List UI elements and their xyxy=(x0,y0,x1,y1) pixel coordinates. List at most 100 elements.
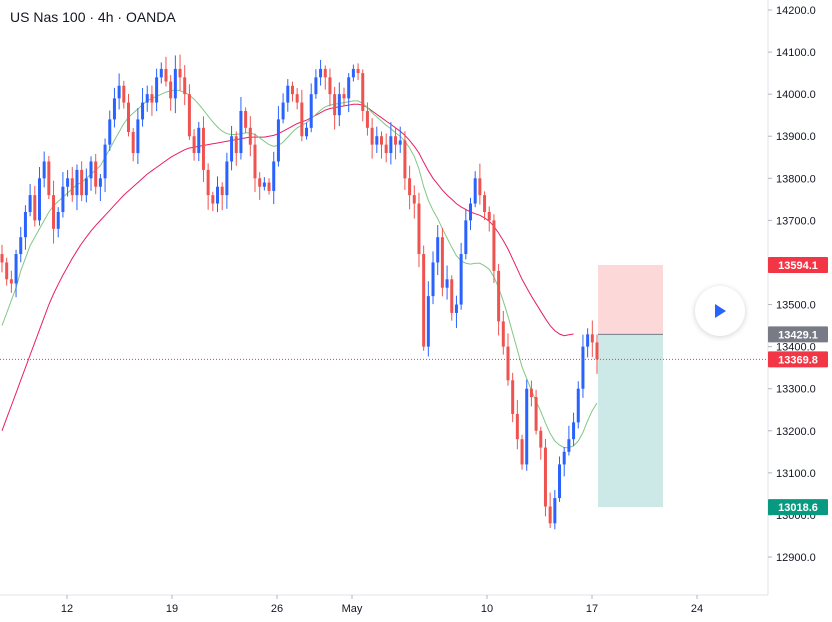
candle-body xyxy=(0,254,4,263)
candle-body xyxy=(450,279,454,313)
candle-body xyxy=(159,68,163,78)
x-tick-label: May xyxy=(342,603,363,615)
candle-body xyxy=(126,102,130,133)
candle-body xyxy=(375,136,379,145)
candle-body xyxy=(525,388,529,465)
candle-body xyxy=(290,85,294,95)
candle-body xyxy=(595,342,599,360)
candle-body xyxy=(5,262,9,280)
candle-body xyxy=(131,132,135,154)
y-tick-label: 13800.0 xyxy=(776,173,816,185)
play-icon xyxy=(715,304,726,318)
candle-body xyxy=(183,77,187,95)
candle-body xyxy=(19,237,23,255)
candle-body xyxy=(108,119,112,145)
candle-body xyxy=(314,77,318,95)
y-tick-label: 13200.0 xyxy=(776,426,816,438)
y-tick-label: 14200.0 xyxy=(776,5,816,17)
y-tick-label: 13100.0 xyxy=(776,468,816,480)
candle-body xyxy=(356,68,360,74)
candle-body xyxy=(80,169,84,196)
x-tick-label: 17 xyxy=(586,603,598,615)
y-tick-label: 13400.0 xyxy=(776,342,816,354)
candle-body xyxy=(365,110,369,128)
candle-body xyxy=(576,388,580,423)
candle-body xyxy=(136,119,140,154)
ma-fast-line xyxy=(1,89,598,449)
candle-body xyxy=(84,178,88,196)
candle-body xyxy=(394,136,398,145)
candle-body xyxy=(586,334,590,347)
candle-body xyxy=(403,140,407,179)
candle-body xyxy=(469,203,473,221)
candle-body xyxy=(56,211,60,229)
candle-body xyxy=(361,73,365,111)
current-price-label: 13369.8 xyxy=(778,354,818,366)
candle-body xyxy=(337,94,341,116)
price-labels: 13594.1 13429.1 13369.8 13018.6 xyxy=(768,256,828,516)
candle-body xyxy=(201,127,205,170)
entry-label-bg xyxy=(768,326,828,343)
x-tick-label: 10 xyxy=(481,603,493,615)
candle-body xyxy=(52,195,56,229)
candle-body xyxy=(169,81,173,99)
candle-body xyxy=(459,254,463,305)
candle-body xyxy=(370,127,374,145)
candle-body xyxy=(141,102,145,120)
candle-body xyxy=(487,211,491,221)
time-axis[interactable]: 12 19 26 May 10 17 24 xyxy=(0,594,768,615)
candle-body xyxy=(253,144,257,179)
candle-body xyxy=(440,237,444,288)
ma-slow-line xyxy=(1,103,574,431)
candle-body xyxy=(9,279,13,284)
candle-body xyxy=(323,68,327,78)
candle-body xyxy=(23,211,27,238)
candle-body xyxy=(122,85,126,103)
candle-body xyxy=(70,178,74,196)
y-tick-label: 13500.0 xyxy=(776,300,816,312)
candle-body xyxy=(534,397,538,431)
candle-body xyxy=(384,144,388,154)
candle-body xyxy=(567,439,571,452)
candle-body xyxy=(47,161,51,196)
candle-body xyxy=(145,94,149,103)
candle-body xyxy=(178,68,182,78)
candle-body xyxy=(572,422,576,440)
candle-body xyxy=(33,195,37,221)
take-profit-zone[interactable] xyxy=(598,334,663,508)
chart-title: US Nas 100 · 4h · OANDA xyxy=(10,9,176,25)
y-tick-label: 13900.0 xyxy=(776,131,816,143)
x-tick-label: 24 xyxy=(691,603,703,615)
candle-body xyxy=(454,304,458,313)
stop-loss-label-bg xyxy=(768,256,828,273)
candle-body xyxy=(464,220,468,255)
stop-loss-zone[interactable] xyxy=(598,264,663,335)
candle-body xyxy=(155,77,159,103)
candle-body xyxy=(14,254,18,284)
candle-body xyxy=(244,110,248,128)
candle-body xyxy=(431,262,435,297)
y-tick-label: 14100.0 xyxy=(776,47,816,59)
play-button[interactable] xyxy=(695,286,745,336)
candle-body xyxy=(61,186,65,212)
candle-body xyxy=(211,195,215,204)
candle-body xyxy=(515,413,519,440)
candle-body xyxy=(398,140,402,145)
candle-body xyxy=(262,182,266,187)
candle-body xyxy=(117,85,121,99)
candle-body xyxy=(267,182,271,191)
candle-body xyxy=(581,346,585,389)
y-tick-label: 13300.0 xyxy=(776,384,816,396)
position-zones[interactable] xyxy=(598,264,663,508)
candle-body xyxy=(478,178,482,196)
candle-body xyxy=(281,102,285,120)
x-tick-label: 26 xyxy=(271,603,283,615)
candle-body xyxy=(89,161,93,179)
candle-body xyxy=(412,195,416,204)
candle-body xyxy=(305,127,309,137)
candle-body xyxy=(590,334,594,343)
candle-body xyxy=(379,136,383,145)
candle-body xyxy=(42,161,46,179)
candle-body xyxy=(501,321,505,347)
